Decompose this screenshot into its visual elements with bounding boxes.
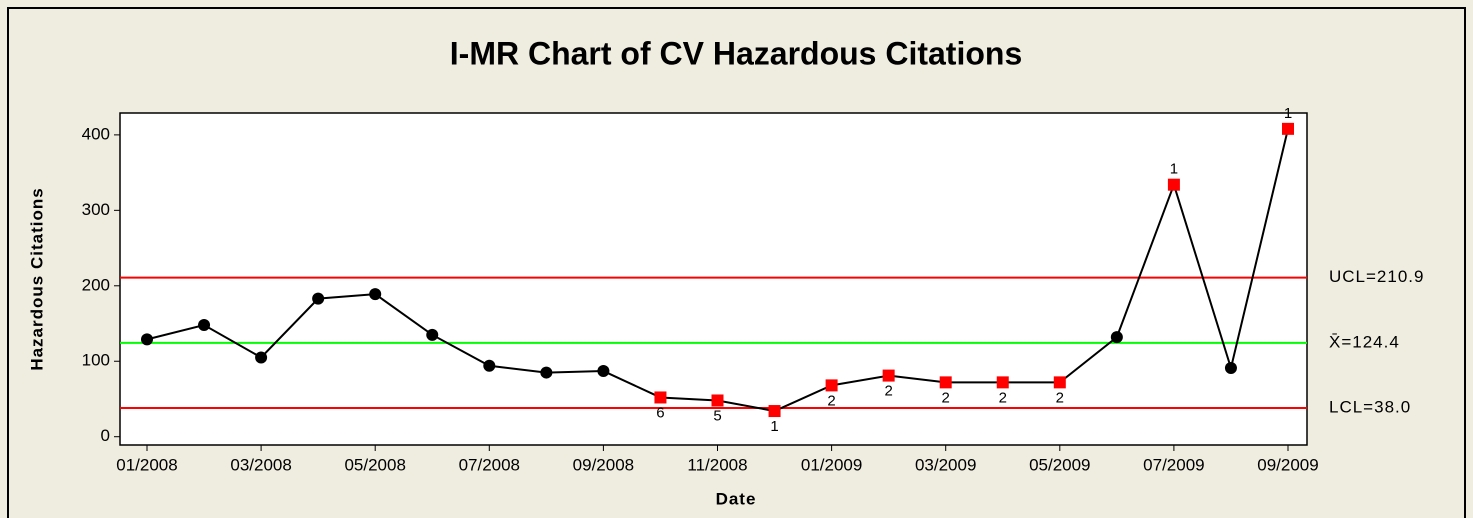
point-label: 1 bbox=[770, 418, 778, 435]
x-tick-label: 01/2009 bbox=[801, 455, 862, 474]
x-tick-label: 07/2009 bbox=[1143, 455, 1204, 474]
flagged-point bbox=[1167, 178, 1180, 191]
flagged-point bbox=[1053, 376, 1066, 389]
point-label: 2 bbox=[999, 389, 1007, 406]
y-tick-label: 100 bbox=[82, 351, 110, 370]
control-line-label: X̄=124.4 bbox=[1329, 332, 1400, 351]
x-tick-label: 03/2008 bbox=[230, 455, 291, 474]
flagged-point bbox=[654, 391, 667, 404]
point-label: 6 bbox=[656, 404, 664, 421]
data-point bbox=[597, 365, 610, 378]
flagged-point bbox=[939, 376, 952, 389]
y-axis-label: Hazardous Citations bbox=[27, 187, 46, 370]
x-tick-label: 11/2008 bbox=[687, 455, 747, 474]
chart-title: I-MR Chart of CV Hazardous Citations bbox=[450, 35, 1022, 71]
point-label: 2 bbox=[884, 383, 892, 400]
y-tick-label: 0 bbox=[101, 426, 110, 445]
x-tick-label: 05/2009 bbox=[1029, 455, 1090, 474]
data-point bbox=[141, 333, 153, 346]
flagged-point bbox=[711, 394, 724, 407]
flagged-point bbox=[768, 405, 781, 418]
flagged-point bbox=[882, 369, 895, 382]
data-point bbox=[1110, 331, 1123, 344]
data-point bbox=[369, 288, 382, 301]
y-tick-label: 300 bbox=[82, 200, 110, 219]
data-point bbox=[312, 292, 325, 305]
flagged-point bbox=[825, 379, 838, 392]
point-label: 5 bbox=[713, 407, 721, 424]
data-point bbox=[483, 359, 496, 372]
data-point bbox=[255, 351, 268, 364]
point-label: 1 bbox=[1170, 161, 1178, 178]
x-tick-label: 01/2008 bbox=[116, 455, 177, 474]
data-point bbox=[426, 328, 439, 341]
frame bbox=[7, 7, 1466, 518]
data-point bbox=[198, 319, 211, 332]
control-line-label: LCL=38.0 bbox=[1329, 398, 1411, 417]
control-line-label: UCL=210.9 bbox=[1329, 267, 1424, 286]
flagged-point bbox=[1282, 122, 1294, 135]
point-label: 1 bbox=[1284, 105, 1292, 122]
y-tick-label: 200 bbox=[82, 275, 110, 294]
x-tick-label: 09/2008 bbox=[573, 455, 634, 474]
point-label: 2 bbox=[827, 392, 835, 409]
plot-area bbox=[119, 112, 1308, 446]
x-tick-label: 03/2009 bbox=[915, 455, 976, 474]
data-point bbox=[540, 366, 553, 379]
data-point bbox=[1224, 362, 1237, 375]
x-tick-label: 09/2009 bbox=[1257, 455, 1318, 474]
point-label: 2 bbox=[942, 389, 950, 406]
y-tick-label: 400 bbox=[82, 124, 110, 143]
x-tick-label: 05/2008 bbox=[344, 455, 405, 474]
x-tick-label: 07/2008 bbox=[459, 455, 520, 474]
x-axis-label: Date bbox=[716, 489, 757, 508]
point-label: 2 bbox=[1056, 389, 1064, 406]
flagged-point bbox=[996, 376, 1009, 389]
